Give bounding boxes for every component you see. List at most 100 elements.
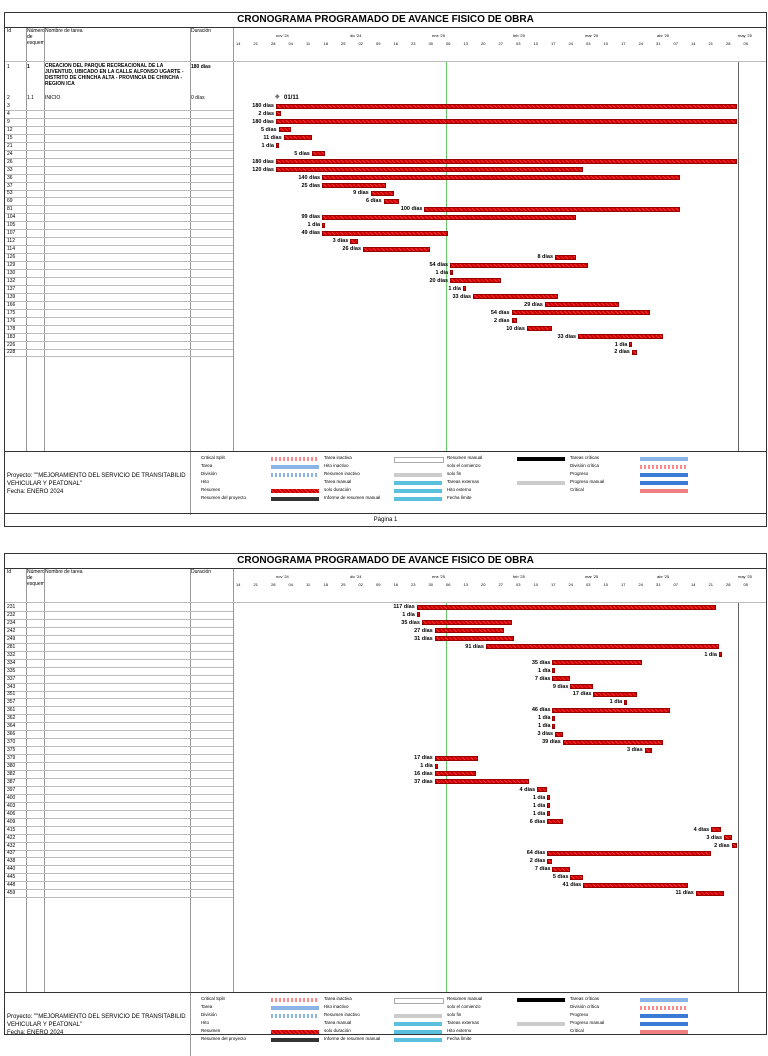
task-id: 234	[7, 619, 16, 626]
task-row: 107 49 días	[5, 229, 765, 237]
legend-label: Resumen manual	[447, 996, 483, 1001]
project-line-1: Proyecto: ""MEJORAMIENTO DEL SERVICIO DE…	[7, 473, 186, 479]
row-divider	[5, 308, 233, 310]
project-info: Proyecto: ""MEJORAMIENTO DEL SERVICIO DE…	[7, 1013, 192, 1037]
task-bar	[555, 731, 563, 737]
task-row: 137 1 día	[5, 285, 765, 293]
task-row: 166 29 días	[5, 301, 765, 309]
legend-label: Resumen inactivo	[324, 471, 360, 476]
row-divider	[5, 269, 233, 270]
task-bar-label: 17 días	[414, 755, 433, 762]
legend-swatch	[271, 1022, 319, 1026]
task-row: 232 1 día	[5, 611, 765, 619]
legend-label: solo duración	[324, 1028, 351, 1033]
task-id: 380	[7, 763, 16, 769]
task-row: 400 1 día	[5, 794, 765, 802]
task-id: 361	[7, 707, 16, 714]
task-bar-label: 1 día	[609, 699, 623, 706]
legend-swatch	[640, 473, 688, 477]
timescale-day: 05	[743, 41, 748, 46]
task-bar	[276, 111, 282, 117]
timescale-day: 02	[358, 41, 363, 46]
timescale-day: 21	[253, 41, 258, 46]
legend-swatch	[271, 1014, 319, 1018]
timescale-day: 30	[428, 41, 433, 46]
task-bar	[276, 159, 737, 165]
task-bar	[363, 246, 430, 252]
timescale-day: 02	[358, 582, 363, 587]
timescale-day: 24	[638, 582, 643, 587]
task-id: 370	[7, 739, 16, 746]
row-divider	[5, 149, 233, 151]
legend-label: Resumen	[201, 487, 221, 492]
timescale-day: 06	[446, 41, 451, 46]
task-bar	[552, 668, 556, 674]
task-id: 232	[7, 611, 16, 618]
task-bar-label: 20 días	[429, 277, 449, 284]
task-id: 132	[7, 277, 16, 284]
task-row: 37 25 días	[5, 182, 765, 190]
timescale-day: 17	[621, 582, 626, 587]
task-bar-label: 4 días	[693, 826, 710, 833]
legend-swatch	[271, 998, 319, 1002]
task-id: 409	[7, 818, 16, 825]
row-divider	[5, 611, 233, 612]
task-row: 226 1 día	[5, 341, 765, 349]
legend-swatch	[640, 998, 688, 1002]
row-divider	[5, 213, 233, 215]
task-bar	[434, 771, 476, 777]
task-id: 15	[7, 134, 13, 141]
task-bar	[350, 238, 358, 244]
task-bar-label: 11 días	[675, 890, 694, 897]
legend-label: Tarea	[201, 1004, 213, 1009]
timescale-month: ene '25	[432, 33, 445, 38]
legend-swatch	[394, 1006, 442, 1010]
task-row: 81 100 días	[5, 205, 765, 213]
row-divider	[5, 253, 233, 255]
task-bar	[544, 302, 620, 308]
project-end-line	[738, 602, 739, 992]
timescale-month: dic '24	[350, 574, 362, 579]
task-bar	[416, 604, 717, 610]
task-bar	[547, 850, 712, 856]
timescale-day: 20	[481, 582, 486, 587]
task-bar-label: 46 días	[531, 707, 551, 714]
task-bar	[511, 318, 517, 324]
legend-label: División crítica	[570, 1004, 600, 1009]
row-divider	[5, 618, 233, 620]
legend-swatch	[271, 481, 319, 485]
task-bar-label: 117 días	[393, 604, 415, 610]
task-bar	[562, 739, 663, 745]
row-divider	[5, 666, 233, 668]
legend-label: Resumen	[201, 1028, 221, 1033]
row-divider	[5, 674, 233, 676]
task-row: 445 5 días	[5, 873, 765, 881]
row-divider	[5, 770, 233, 771]
task-row: 104 99 días	[5, 213, 765, 221]
legend-swatch	[640, 481, 688, 485]
task-bar	[311, 151, 325, 157]
task-bar-label: 1 día	[532, 802, 546, 809]
row-divider	[5, 229, 233, 231]
row-divider	[5, 276, 233, 278]
task-bar	[421, 620, 512, 626]
legend-swatch	[271, 473, 319, 477]
legend-label: Hito externo	[447, 1028, 472, 1033]
timescale-day: 27	[498, 582, 503, 587]
task-bar	[276, 103, 737, 109]
task-bar	[570, 684, 594, 689]
task-duration: 0 días	[191, 95, 205, 101]
task-bar-label: 9 días	[353, 190, 369, 197]
timescale-day: 16	[393, 41, 398, 46]
legend-label: Hito	[201, 479, 210, 484]
task-id: 332	[7, 651, 16, 658]
task-id: 351	[7, 691, 16, 698]
task-duration: 180 días	[191, 64, 211, 70]
legend-label: Critical	[570, 487, 584, 492]
row-divider	[5, 881, 233, 883]
project-line-1: Proyecto: ""MEJORAMIENTO DEL SERVICIO DE…	[7, 1014, 186, 1020]
legend-swatch	[517, 1006, 565, 1010]
task-bar-label: 120 días	[252, 166, 274, 173]
col-header-duration: Duración	[191, 28, 212, 34]
task-bar	[450, 278, 502, 284]
